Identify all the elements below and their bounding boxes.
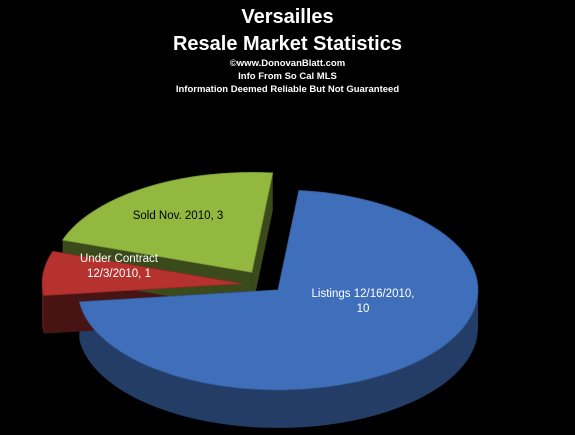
pie-slice-0 [78,190,479,391]
pie-data-label-1: Under Contract 12/3/2010, 1 [80,253,159,280]
disclaimer-text: Information Deemed Reliable But Not Guar… [175,84,400,95]
chart-title-line-2: Resale Market Statistics [172,33,402,55]
copyright-text: ©www.DonovanBlatt.com [229,58,346,69]
pie-slice-side-1-0 [42,283,44,334]
pie-data-label-0: Listings 12/16/2010, 10 [312,288,415,315]
pie-labels: Listings 12/16/2010, 10 Under Contract 12/3… [80,210,414,315]
pie-tops [41,171,479,391]
pie-slice-1 [41,250,243,297]
source-text: Info From So Cal MLS [238,71,337,82]
pie-slice-2 [61,171,274,273]
chart-title-line-1: Versailles [241,6,334,28]
pie-data-label-2: Sold Nov. 2010, 3 [133,210,224,222]
pie-slice-side-0-0 [79,289,478,428]
pie-slice-edge-wall-2-1 [251,172,273,311]
